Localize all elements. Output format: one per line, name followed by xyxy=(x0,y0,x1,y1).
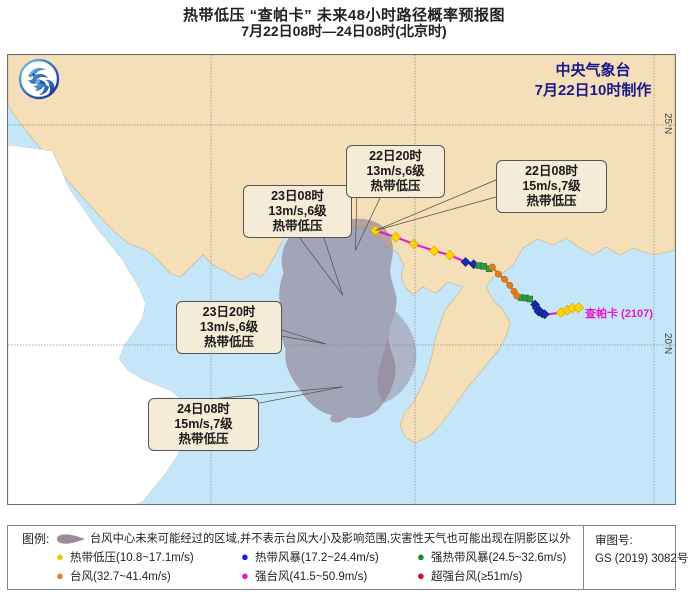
svg-text:查帕卡 (2107): 查帕卡 (2107) xyxy=(585,306,653,320)
